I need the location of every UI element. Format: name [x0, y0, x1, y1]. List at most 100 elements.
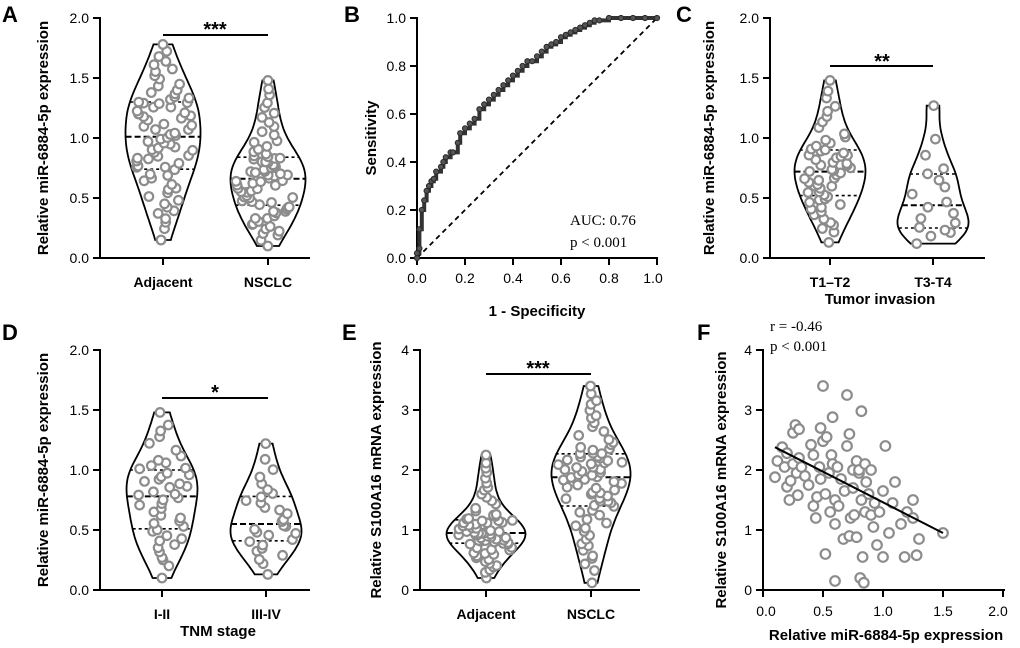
data-point — [589, 565, 600, 576]
scatter-point — [898, 551, 911, 563]
x-tick-label: 1.0 — [873, 603, 893, 619]
x-ticks: 0.0 0.5 1.0 1.5 2.0 — [756, 590, 1008, 619]
roc-point — [581, 22, 589, 29]
panel-c: C Relative miR-6884-5p expression Tumor … — [676, 2, 985, 308]
data-point — [263, 83, 275, 95]
roc-point — [442, 154, 449, 161]
data-point — [493, 526, 505, 537]
data-point — [580, 522, 591, 534]
roc-point — [557, 34, 565, 41]
data-point — [799, 173, 810, 185]
data-point — [145, 87, 157, 98]
data-point — [262, 240, 274, 252]
roc-point — [605, 14, 613, 22]
y-ticks: 0 1 2 3 4 — [744, 342, 763, 598]
data-point — [174, 78, 186, 90]
data-point — [169, 127, 181, 139]
y-tick-label: 0.0 — [70, 582, 90, 598]
data-point — [160, 56, 172, 67]
category-label: III-IV — [251, 606, 281, 622]
data-point — [570, 520, 582, 532]
data-point — [152, 454, 164, 466]
data-point — [572, 479, 583, 491]
data-point — [175, 512, 186, 524]
data-point — [257, 539, 269, 551]
roc-point — [596, 17, 603, 24]
y-tick-label: 1.5 — [740, 70, 760, 86]
scatter-point — [802, 479, 815, 491]
category-label: T3-T4 — [914, 274, 952, 290]
scatter-point — [814, 422, 827, 434]
x-tick-label: 1.0 — [643, 270, 663, 286]
data-point — [170, 444, 182, 456]
data-point — [143, 437, 155, 449]
data-point — [804, 165, 815, 177]
data-point — [268, 206, 279, 217]
regression-line — [774, 446, 944, 534]
data-point — [834, 199, 846, 210]
data-point — [155, 425, 167, 437]
roc-point — [572, 26, 579, 34]
scatter-point — [913, 533, 925, 545]
data-point — [290, 528, 302, 539]
y-tick-label: 1.0 — [387, 10, 407, 26]
data-point — [507, 515, 518, 526]
panel-d: D Relative miR-6884-5p expression TNM st… — [2, 320, 310, 640]
data-point — [157, 494, 169, 506]
data-point — [266, 197, 277, 208]
data-point — [802, 187, 814, 198]
data-point — [154, 535, 166, 547]
y-ticks: 0 1 2 3 4 — [401, 342, 420, 598]
data-point — [283, 201, 295, 213]
roc-point — [495, 86, 502, 94]
scatter-point — [843, 428, 856, 440]
x-tick-label: 0.0 — [756, 603, 776, 619]
data-point — [829, 100, 841, 112]
data-point — [174, 478, 186, 490]
data-point — [134, 463, 146, 475]
panel-letter: D — [2, 320, 18, 345]
data-point — [601, 517, 612, 529]
x-tick-label: 0.8 — [599, 270, 619, 286]
scatter-point — [860, 476, 873, 488]
scatter-point — [855, 405, 868, 418]
data-point — [490, 509, 502, 520]
panel-e: E Relative S100A16 mRNA expression 0 1 2… — [342, 320, 640, 622]
x-axis-title: Tumor invasion — [825, 291, 936, 308]
data-point — [248, 136, 260, 148]
data-point — [587, 444, 599, 456]
data-point — [822, 105, 833, 117]
y-tick-label: 0 — [744, 582, 752, 598]
data-point — [579, 558, 591, 570]
data-point — [160, 213, 172, 225]
category-label: NSCLC — [567, 606, 615, 622]
scatter-point — [805, 438, 817, 451]
data-point — [804, 196, 815, 208]
roc-point — [617, 14, 625, 22]
x-axis-title: Relative miR-6884-5p expression — [769, 627, 1003, 644]
category-label: Adjacent — [456, 606, 515, 622]
y-tick-label: 2.0 — [70, 342, 90, 358]
y-tick-label: 1.5 — [70, 70, 90, 86]
roc-point — [449, 149, 457, 156]
roc-point — [505, 77, 512, 84]
scatter-point — [832, 500, 845, 512]
scatter-point — [819, 488, 832, 500]
y-tick-label: 0 — [401, 582, 409, 598]
y-tick-label: 1.5 — [70, 402, 90, 418]
significance-stars: *** — [203, 19, 227, 41]
data-point — [260, 438, 272, 450]
scatter-point — [873, 506, 886, 518]
data-point — [922, 201, 934, 213]
y-axis-title: Relative miR-6884-5p expression — [35, 21, 52, 255]
data-point — [287, 192, 299, 203]
y-tick-label: 2 — [401, 462, 409, 478]
roc-point — [543, 43, 550, 50]
y-axis-title: Relative S100A16 mRNA expression — [713, 351, 730, 608]
data-point — [180, 462, 191, 474]
data-point — [173, 157, 185, 169]
x-tick-label: 0.2 — [455, 270, 475, 286]
roc-point — [430, 175, 437, 182]
panel-letter: E — [342, 320, 357, 345]
scatter-point — [856, 551, 869, 563]
